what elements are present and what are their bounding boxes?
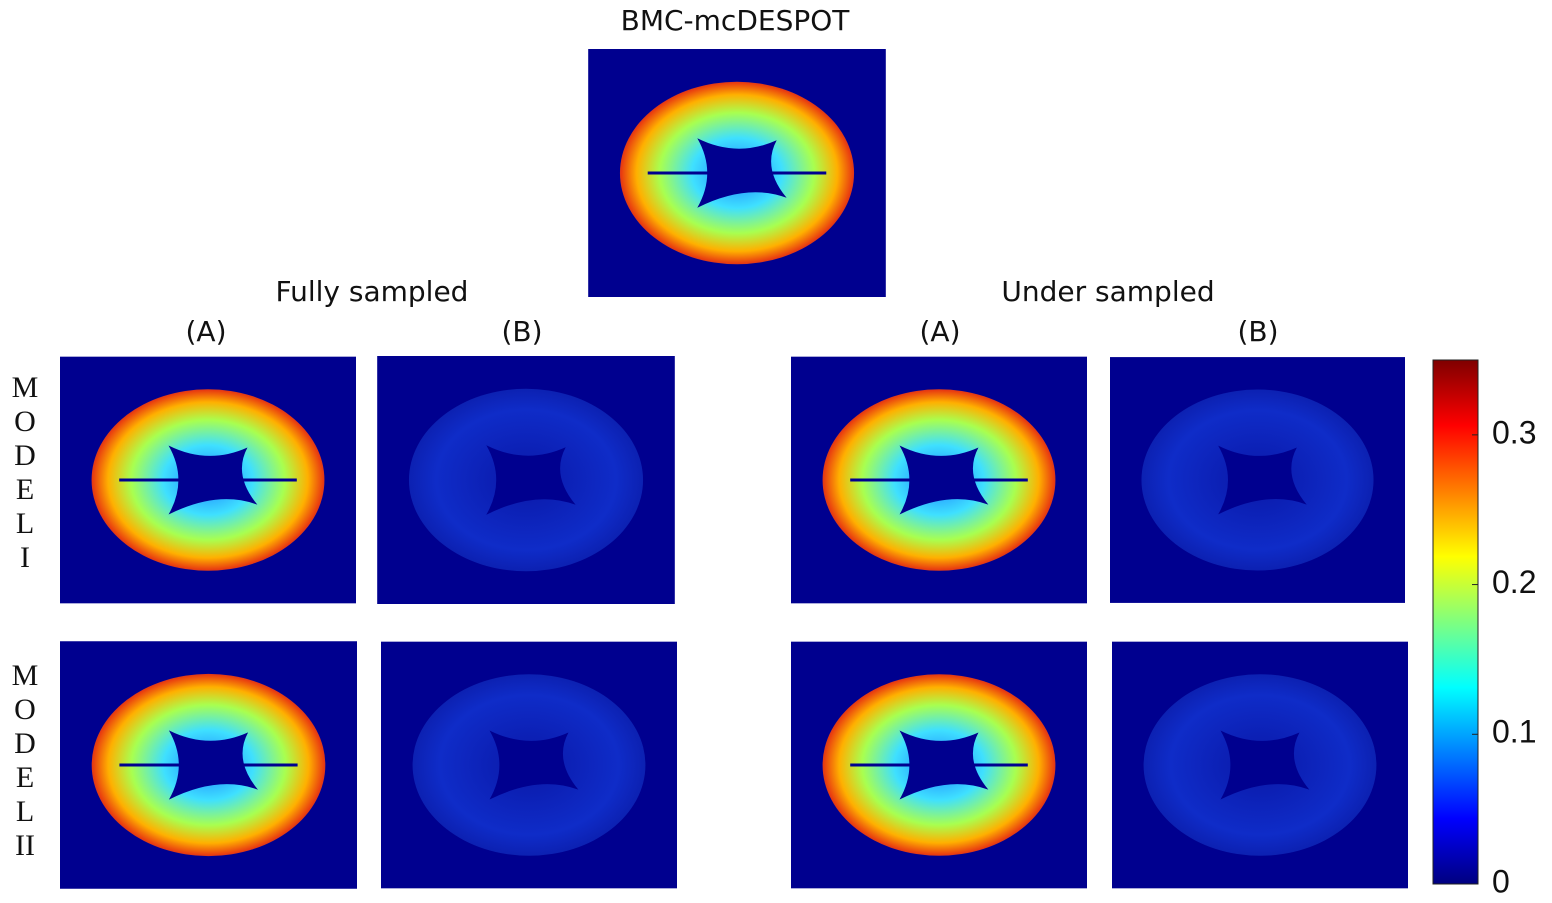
map	[1110, 357, 1405, 603]
figure-title: BMC-mcDESPOT	[621, 4, 851, 37]
map	[791, 641, 1087, 889]
colorbar-tick-label: 0.2	[1492, 564, 1536, 600]
row-label-letter: M	[12, 659, 39, 692]
row-label-letter: II	[15, 829, 35, 862]
row-label-letter: E	[16, 473, 34, 506]
row-label-letter: D	[14, 439, 36, 472]
colorbar	[1432, 359, 1479, 885]
column-label: (B)	[501, 315, 542, 348]
row-label-letter: O	[14, 405, 36, 438]
row-label-letter: L	[16, 795, 34, 828]
column-label: (B)	[1237, 315, 1278, 348]
colorbar-tick-label: 0.1	[1492, 714, 1536, 750]
row-label-letter: E	[16, 761, 34, 794]
row-label-letter: L	[16, 507, 34, 540]
row-label-letter: D	[14, 727, 36, 760]
row-label-letter: O	[14, 693, 36, 726]
column-label: (A)	[919, 315, 960, 348]
group-label: Under sampled	[1001, 275, 1214, 308]
map	[60, 356, 356, 604]
colorbar-tick-label: 0.3	[1492, 414, 1536, 450]
group-label: Fully sampled	[276, 275, 469, 308]
map	[791, 356, 1087, 604]
map	[377, 356, 675, 604]
colorbar-tick-label: 0	[1492, 863, 1510, 899]
row-label-letter: I	[20, 541, 30, 574]
reference-map	[588, 49, 886, 297]
map	[381, 641, 677, 889]
map	[60, 641, 357, 889]
map	[1112, 641, 1408, 889]
row-label-letter: M	[12, 371, 39, 404]
column-label: (A)	[185, 315, 226, 348]
